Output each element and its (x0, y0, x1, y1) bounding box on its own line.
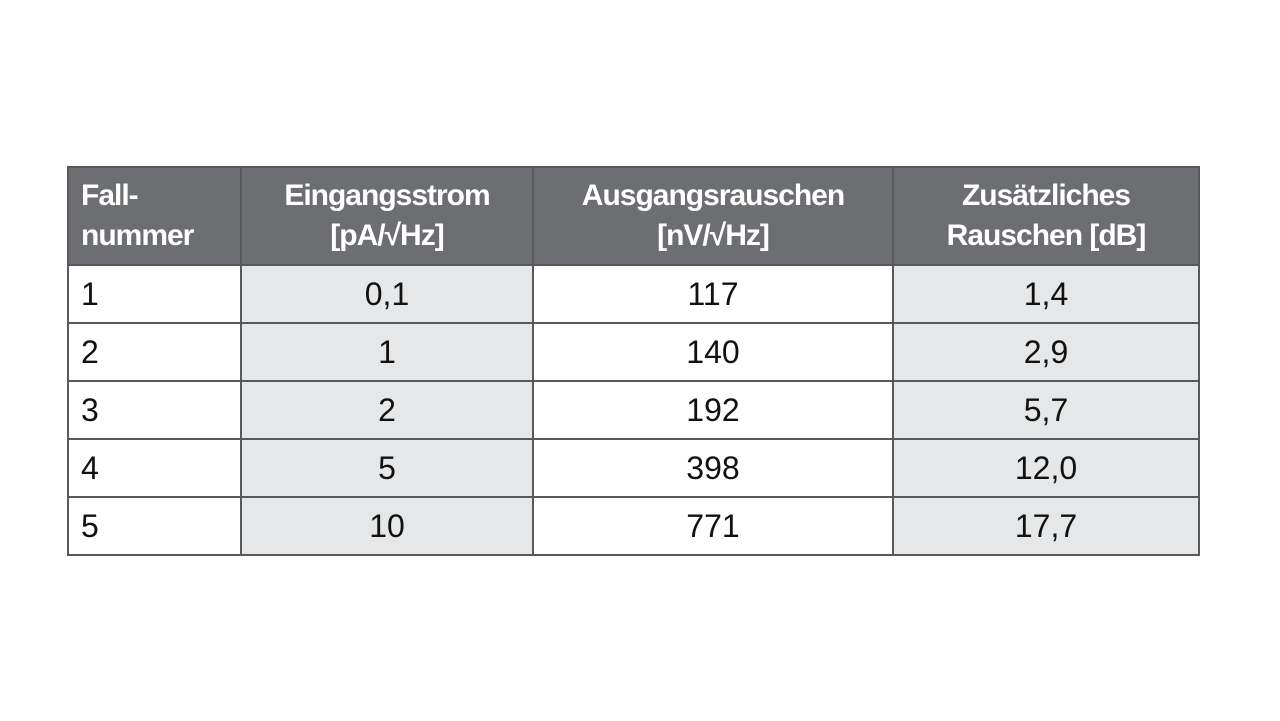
header-line: Rauschen [dB] (946, 219, 1147, 252)
table-cell: 771 (532, 496, 894, 556)
header-line: [nV/√Hz] (657, 219, 770, 252)
header-line: Ausgangsrauschen (581, 179, 845, 212)
table-cell: 1 (240, 322, 534, 382)
header-row: Fall-nummer Eingangsstrom [pA/√Hz] Ausgangs… (67, 166, 1200, 266)
table-cell: 117 (532, 264, 894, 324)
header-line: nummer (81, 219, 194, 252)
table-cell: 5,7 (892, 380, 1200, 440)
table-row: 1 0,1 117 1,4 (67, 264, 1200, 324)
table-row: 5 10 771 17,7 (67, 496, 1200, 556)
table-row: 3 2 192 5,7 (67, 380, 1200, 440)
table-cell: 140 (532, 322, 894, 382)
table-cell: 0,1 (240, 264, 534, 324)
table-cell: 2,9 (892, 322, 1200, 382)
table-row: 2 1 140 2,9 (67, 322, 1200, 382)
table-cell: 10 (240, 496, 534, 556)
table-cell: 398 (532, 438, 894, 498)
table-cell: 5 (67, 496, 242, 556)
table-cell: 1,4 (892, 264, 1200, 324)
header-line: Eingangsstrom (284, 179, 490, 212)
table-cell: 5 (240, 438, 534, 498)
data-table: Fall-nummer Eingangsstrom [pA/√Hz] Ausgangs… (67, 166, 1200, 556)
table-cell: 2 (240, 380, 534, 440)
header-line: [pA/√Hz] (330, 219, 444, 252)
table-cell: 12,0 (892, 438, 1200, 498)
header-cell: Eingangsstrom [pA/√Hz] (240, 166, 534, 266)
header-line: Zusätzliches (961, 179, 1131, 212)
header-cell: Fall-nummer (67, 166, 242, 266)
table-cell: 192 (532, 380, 894, 440)
header-cell: Ausgangsrauschen [nV/√Hz] (532, 166, 894, 266)
table-cell: 3 (67, 380, 242, 440)
table-cell: 4 (67, 438, 242, 498)
table-cell: 2 (67, 322, 242, 382)
table-cell: 1 (67, 264, 242, 324)
table-row: 4 5 398 12,0 (67, 438, 1200, 498)
header-line: Fall- (81, 179, 139, 212)
table-cell: 17,7 (892, 496, 1200, 556)
table-body: 1 0,1 117 1,4 2 1 140 2,9 3 2 192 5,7 4 5 398 12,0 5 10 77… (67, 264, 1200, 556)
header-cell: Zusätzliches Rauschen [dB] (892, 166, 1200, 266)
